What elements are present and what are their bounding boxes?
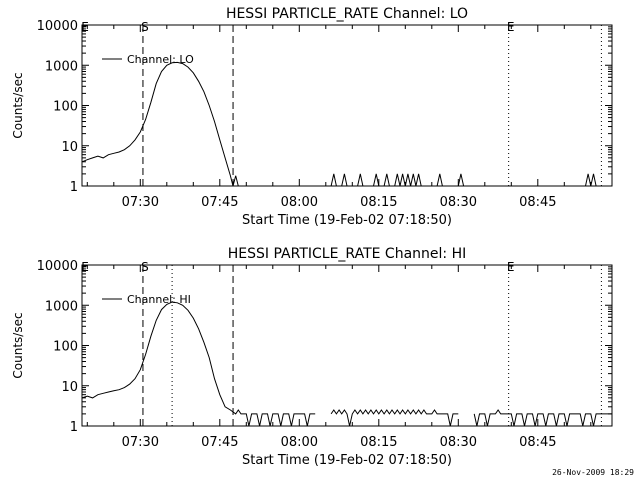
x-tick-label: 07:30 (122, 435, 159, 450)
x-tick-label: 07:45 (201, 195, 238, 210)
chart-panel-1: HESSI PARTICLE_RATE Channel: LO Start Tim… (11, 6, 613, 228)
x-tick-label: 08:30 (440, 195, 477, 210)
series-line (81, 301, 316, 427)
y-tick-label: 1000 (45, 299, 78, 314)
marker-label: S (141, 260, 149, 274)
y-tick-label: 100 (53, 100, 78, 115)
x-tick-label: 08:30 (440, 435, 477, 450)
x-tick-label: 07:30 (122, 195, 159, 210)
plot-frame (81, 24, 613, 187)
legend-label: Channel: HI (127, 293, 191, 306)
chart-title: HESSI PARTICLE_RATE Channel: LO (226, 6, 468, 22)
series-line (457, 173, 465, 187)
series-line (81, 61, 239, 187)
corner-flag: E (81, 20, 89, 34)
y-tick-label: 10 (61, 140, 78, 155)
y-tick-label: 10000 (37, 259, 78, 274)
chart-panel-2: HESSI PARTICLE_RATE Channel: HI Start Tim… (11, 246, 613, 468)
marker-label: E (507, 20, 515, 34)
y-tick-label: 1000 (45, 59, 78, 74)
series-line (473, 409, 612, 427)
y-tick-label: 1 (70, 420, 78, 435)
x-tick-label: 08:00 (281, 195, 318, 210)
x-axis-label: Start Time (19-Feb-02 07:18:50) (242, 213, 452, 228)
x-tick-label: 08:00 (281, 435, 318, 450)
x-tick-label: 08:45 (519, 195, 556, 210)
y-axis-label: Counts/sec (11, 72, 25, 138)
y-tick-label: 100 (53, 340, 78, 355)
corner-flag: E (81, 260, 89, 274)
x-tick-label: 08:15 (360, 195, 397, 210)
series-line (436, 173, 443, 187)
series-line (330, 173, 422, 187)
marker-label: E (507, 260, 515, 274)
timestamp-footer: 26-Nov-2009 18:29 (552, 468, 634, 477)
y-tick-label: 10 (61, 380, 78, 395)
x-tick-label: 07:45 (201, 435, 238, 450)
chart-title: HESSI PARTICLE_RATE Channel: HI (228, 246, 466, 262)
y-tick-label: 1 (70, 180, 78, 195)
marker-label: S (141, 20, 149, 34)
plot-frame (81, 264, 613, 427)
x-axis-label: Start Time (19-Feb-02 07:18:50) (242, 453, 452, 468)
y-tick-label: 10000 (37, 19, 78, 34)
series-line (585, 173, 597, 187)
legend-label: Channel: LO (127, 53, 194, 66)
x-tick-label: 08:15 (360, 435, 397, 450)
x-tick-label: 08:45 (519, 435, 556, 450)
series-line (330, 409, 459, 427)
y-axis-label: Counts/sec (11, 312, 25, 378)
